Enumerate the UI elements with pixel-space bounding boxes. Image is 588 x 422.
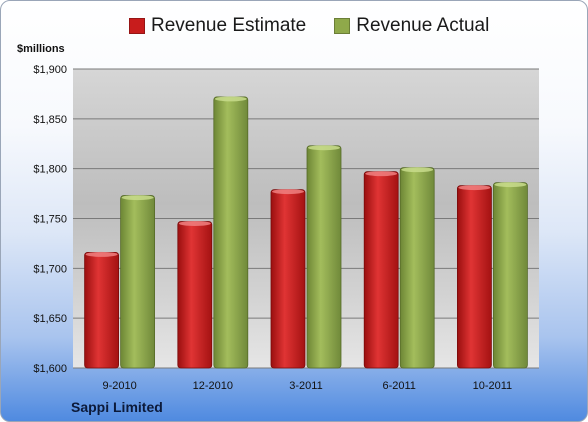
y-tick-label: $1,600 bbox=[33, 363, 67, 375]
y-tick-label: $1,900 bbox=[33, 64, 67, 76]
bar-top-highlight bbox=[121, 195, 154, 201]
legend-label-estimate: Revenue Estimate bbox=[151, 15, 307, 36]
y-tick-label: $1,850 bbox=[33, 114, 67, 126]
legend-item-estimate: Revenue Estimate bbox=[129, 15, 306, 37]
y-tick-label: $1,650 bbox=[33, 313, 67, 325]
bar-top-highlight bbox=[308, 145, 340, 151]
legend-swatch-actual bbox=[334, 18, 351, 34]
y-axis-unit-label: $millions bbox=[17, 43, 65, 55]
bar-revenue-estimate bbox=[177, 221, 213, 369]
x-tick-label: 12-2010 bbox=[193, 380, 233, 392]
y-tick-label: $1,750 bbox=[33, 214, 67, 226]
bar-revenue-actual bbox=[306, 145, 342, 369]
x-tick-label: 6-2011 bbox=[382, 380, 415, 392]
bar-revenue-estimate bbox=[456, 185, 492, 369]
y-tick-label: $1,800 bbox=[33, 164, 67, 176]
bar-top-highlight bbox=[272, 189, 304, 195]
bar-top-highlight bbox=[214, 96, 247, 102]
bar-top-highlight bbox=[365, 171, 398, 177]
bar-revenue-estimate bbox=[84, 251, 119, 369]
x-tick-label: 9-2010 bbox=[102, 380, 136, 392]
legend: Revenue Estimate Revenue Actual bbox=[129, 15, 489, 37]
legend-item-actual: Revenue Actual bbox=[334, 15, 489, 37]
bar-top-highlight bbox=[494, 182, 527, 188]
bar-top-highlight bbox=[401, 167, 434, 173]
bar-revenue-actual bbox=[399, 167, 435, 369]
legend-swatch-estimate bbox=[129, 18, 145, 34]
bar-revenue-actual bbox=[492, 182, 528, 369]
bar-top-highlight bbox=[178, 220, 211, 226]
bar-revenue-actual bbox=[120, 195, 155, 369]
company-name: Sappi Limited bbox=[71, 399, 163, 415]
legend-label-actual: Revenue Actual bbox=[356, 15, 490, 36]
x-tick-label: 3-2011 bbox=[289, 380, 322, 392]
bar-revenue-actual bbox=[213, 96, 249, 369]
x-tick-label: 10-2011 bbox=[473, 380, 513, 392]
bar-top-highlight bbox=[458, 185, 491, 191]
bar-revenue-estimate bbox=[363, 171, 399, 369]
bar-top-highlight bbox=[85, 251, 118, 257]
y-tick-label: $1,700 bbox=[33, 263, 67, 275]
bar-revenue-estimate bbox=[270, 189, 306, 369]
